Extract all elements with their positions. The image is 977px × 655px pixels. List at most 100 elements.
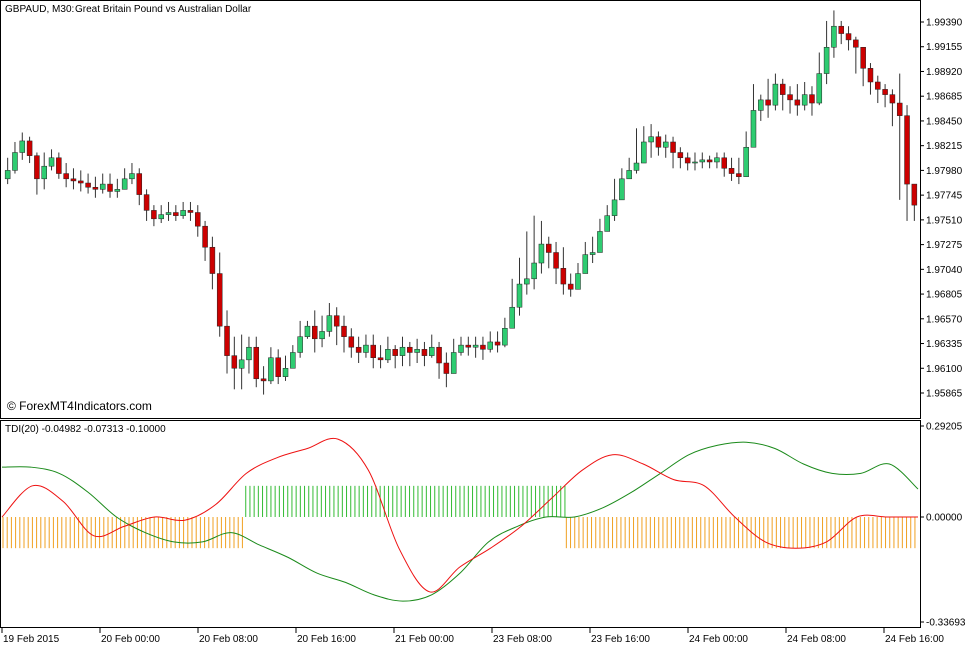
candle: [662, 134, 669, 158]
candle: [692, 152, 698, 171]
candle: [187, 201, 194, 221]
indicator-tick-label: -0.33693: [926, 618, 966, 629]
candle-body: [114, 189, 121, 192]
candle-body: [326, 315, 333, 332]
candle: [238, 334, 245, 390]
candle-body: [684, 157, 691, 164]
candle-body: [99, 183, 106, 190]
candle: [575, 263, 581, 290]
candle-body: [70, 178, 77, 182]
candle-body: [458, 344, 464, 353]
candle: [319, 315, 325, 348]
candle: [195, 205, 201, 237]
candle: [202, 220, 208, 261]
candle-body: [63, 173, 69, 180]
candle-body: [341, 325, 347, 337]
time-tick-label: 24 Feb 08:00: [787, 634, 846, 645]
candle: [706, 155, 713, 169]
candle-body: [721, 157, 727, 169]
candle: [26, 136, 33, 164]
candle: [99, 173, 106, 194]
time-tick-label: 24 Feb 00:00: [689, 634, 748, 645]
candle-body: [224, 325, 230, 356]
candle: [92, 176, 99, 198]
candle: [787, 86, 793, 114]
candle-body: [502, 328, 508, 346]
candle-body: [465, 344, 472, 348]
candle-body: [765, 99, 771, 106]
candle: [670, 136, 676, 169]
candle: [385, 336, 391, 364]
time-tick-label: 20 Feb 08:00: [199, 634, 258, 645]
candle-body: [209, 246, 216, 274]
symbol-label: GBPAUD, M30:: [5, 4, 74, 15]
candle: [809, 86, 815, 116]
candle: [333, 307, 340, 346]
candle-body: [312, 325, 318, 340]
candle: [831, 10, 837, 58]
candle: [370, 334, 377, 369]
candle-body: [531, 262, 537, 280]
candle: [341, 315, 347, 353]
time-tick-label: 20 Feb 16:00: [297, 634, 356, 645]
candle-body: [853, 39, 859, 48]
candle: [129, 163, 135, 185]
watermark: © ForexMT4Indicators.com: [7, 399, 152, 413]
price-tick-label: 1.95865: [926, 389, 963, 400]
price-tick-label: 1.98685: [926, 92, 963, 103]
candle-body: [92, 186, 99, 190]
candle: [684, 152, 691, 171]
price-tick-label: 1.96570: [926, 314, 963, 325]
candle-body: [268, 357, 274, 382]
candle-body: [41, 165, 47, 180]
candle: [173, 205, 179, 221]
candle-body: [392, 349, 398, 356]
candle-body: [633, 162, 640, 171]
candle-body: [136, 173, 143, 195]
candle: [801, 81, 808, 111]
candle: [860, 47, 866, 87]
candle-body: [297, 336, 303, 353]
candle-body: [216, 273, 223, 327]
time-tick-label: 23 Feb 08:00: [493, 634, 552, 645]
candle-body: [158, 214, 164, 220]
candle-body: [816, 73, 823, 104]
candle-body: [12, 152, 18, 171]
candle: [823, 20, 830, 85]
candle-body: [355, 346, 362, 353]
candle: [633, 128, 640, 174]
candle: [728, 157, 735, 181]
candle: [151, 205, 157, 227]
candle: [414, 338, 420, 364]
candle-body: [750, 110, 757, 148]
price-tick-label: 1.98450: [926, 116, 963, 127]
candle: [772, 73, 779, 111]
candle-body: [290, 352, 296, 369]
candle-body: [19, 140, 26, 153]
candle-body: [443, 362, 450, 374]
candle: [443, 352, 450, 388]
candle: [136, 168, 143, 206]
candle-body: [4, 170, 11, 180]
candle: [312, 310, 318, 353]
candle: [143, 189, 150, 221]
candle-body: [180, 210, 186, 216]
candle-body: [758, 99, 764, 111]
candle: [641, 126, 647, 164]
candle-body: [801, 94, 808, 106]
tdi-histogram: [2, 485, 916, 549]
candle: [553, 241, 559, 285]
candle: [882, 84, 888, 108]
candle-body: [889, 94, 896, 104]
candle-body: [553, 252, 559, 269]
indicator-label: TDI(20) -0.04982 -0.07313 -0.10000: [5, 424, 166, 435]
candle: [904, 105, 910, 221]
price-axis: 1.99390 1.99155 1.98920 1.98685 1.98450 1.982…: [920, 18, 963, 400]
candle: [845, 26, 852, 51]
candle-body: [509, 306, 515, 329]
candle-body: [246, 346, 252, 361]
candle: [867, 63, 874, 95]
candle-body: [662, 141, 669, 148]
candle-body: [173, 212, 179, 216]
